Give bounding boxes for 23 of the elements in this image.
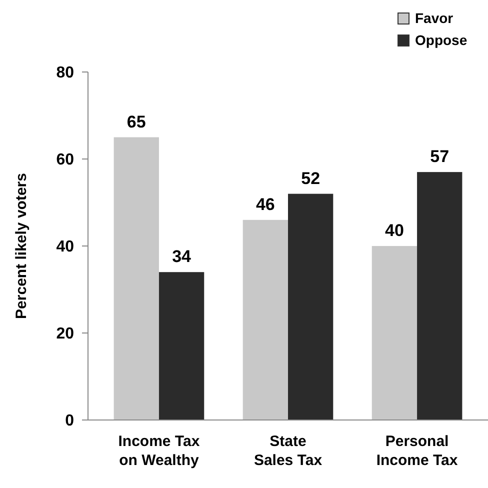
- data-label: 46: [256, 194, 275, 214]
- x-tick-label: Personal Income Tax: [376, 433, 458, 469]
- legend-label: Favor: [415, 10, 454, 26]
- x-tick-label: State Sales Tax: [254, 433, 323, 469]
- y-tick-label: 60: [56, 152, 74, 169]
- data-label: 52: [301, 168, 320, 188]
- data-label: 65: [126, 112, 146, 132]
- y-tick-label: 0: [65, 412, 74, 430]
- bar: [288, 194, 334, 420]
- data-label: 40: [384, 221, 404, 240]
- data-label: 34: [172, 247, 192, 266]
- data-label: 57: [430, 147, 450, 166]
- bar: [158, 272, 204, 420]
- y-tick-label: 80: [56, 64, 74, 82]
- x-tick-label: Income Tax on Wealthy: [118, 433, 200, 469]
- bar: [114, 137, 159, 420]
- bar: [372, 246, 418, 420]
- bar: [242, 220, 288, 420]
- bar: [417, 172, 462, 420]
- legend-label: Oppose: [415, 32, 468, 48]
- y-tick-label: 40: [56, 238, 74, 256]
- y-axis-title: Percent likely voters: [13, 173, 30, 319]
- y-tick-label: 20: [56, 326, 74, 343]
